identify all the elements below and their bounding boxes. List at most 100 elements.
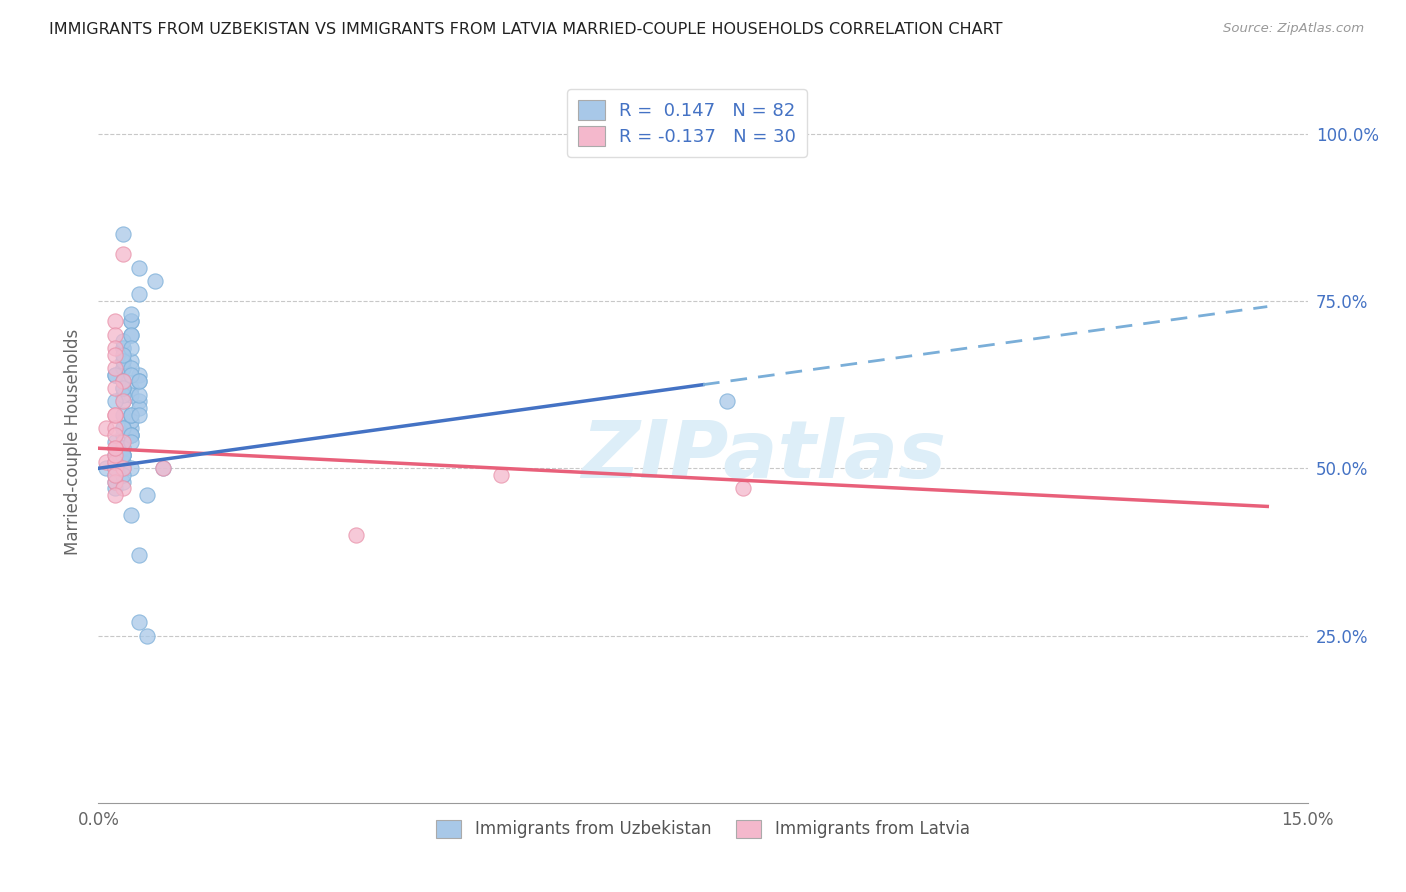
- Point: [135, 628, 157, 642]
- Point: [128, 408, 150, 422]
- Point: [103, 368, 125, 382]
- Text: ZIPatlas: ZIPatlas: [581, 417, 946, 495]
- Point: [120, 354, 142, 368]
- Point: [103, 427, 125, 442]
- Point: [111, 461, 134, 475]
- Point: [111, 455, 134, 469]
- Point: [111, 461, 134, 475]
- Point: [103, 448, 125, 462]
- Point: [111, 375, 134, 389]
- Point: [111, 387, 134, 401]
- Point: [120, 314, 142, 328]
- Point: [111, 341, 134, 355]
- Point: [491, 467, 513, 482]
- Point: [103, 455, 125, 469]
- Point: [96, 421, 118, 435]
- Point: [111, 408, 134, 422]
- Point: [120, 508, 142, 523]
- Point: [111, 421, 134, 435]
- Point: [111, 247, 134, 261]
- Point: [96, 455, 118, 469]
- Point: [111, 448, 134, 462]
- Point: [111, 394, 134, 409]
- Point: [111, 448, 134, 462]
- Point: [120, 314, 142, 328]
- Point: [111, 448, 134, 462]
- Point: [733, 482, 755, 496]
- Point: [120, 327, 142, 342]
- Point: [103, 314, 125, 328]
- Point: [111, 361, 134, 376]
- Point: [103, 467, 125, 482]
- Point: [120, 368, 142, 382]
- Point: [120, 434, 142, 449]
- Point: [111, 394, 134, 409]
- Point: [120, 341, 142, 355]
- Y-axis label: Married-couple Households: Married-couple Households: [63, 328, 82, 555]
- Point: [111, 375, 134, 389]
- Point: [128, 387, 150, 401]
- Point: [111, 361, 134, 376]
- Point: [111, 381, 134, 395]
- Point: [103, 467, 125, 482]
- Point: [128, 615, 150, 630]
- Point: [128, 548, 150, 563]
- Point: [120, 427, 142, 442]
- Point: [103, 421, 125, 435]
- Point: [111, 354, 134, 368]
- Point: [128, 401, 150, 416]
- Point: [103, 455, 125, 469]
- Point: [111, 381, 134, 395]
- Point: [103, 394, 125, 409]
- Point: [120, 361, 142, 376]
- Point: [120, 427, 142, 442]
- Point: [103, 461, 125, 475]
- Point: [120, 427, 142, 442]
- Point: [111, 348, 134, 362]
- Point: [128, 368, 150, 382]
- Point: [103, 455, 125, 469]
- Point: [344, 528, 367, 542]
- Point: [103, 381, 125, 395]
- Point: [111, 427, 134, 442]
- Point: [111, 421, 134, 435]
- Point: [120, 381, 142, 395]
- Point: [111, 442, 134, 455]
- Point: [152, 461, 174, 475]
- Text: IMMIGRANTS FROM UZBEKISTAN VS IMMIGRANTS FROM LATVIA MARRIED-COUPLE HOUSEHOLDS C: IMMIGRANTS FROM UZBEKISTAN VS IMMIGRANTS…: [49, 22, 1002, 37]
- Point: [120, 461, 142, 475]
- Point: [103, 475, 125, 489]
- Point: [103, 448, 125, 462]
- Point: [103, 461, 125, 475]
- Point: [111, 467, 134, 482]
- Point: [128, 394, 150, 409]
- Point: [111, 442, 134, 455]
- Legend: Immigrants from Uzbekistan, Immigrants from Latvia: Immigrants from Uzbekistan, Immigrants f…: [430, 813, 976, 845]
- Point: [111, 375, 134, 389]
- Point: [128, 287, 150, 301]
- Point: [111, 448, 134, 462]
- Point: [120, 421, 142, 435]
- Point: [103, 408, 125, 422]
- Point: [103, 461, 125, 475]
- Point: [103, 348, 125, 362]
- Point: [111, 354, 134, 368]
- Point: [128, 375, 150, 389]
- Point: [120, 414, 142, 429]
- Point: [120, 307, 142, 322]
- Point: [111, 482, 134, 496]
- Point: [111, 341, 134, 355]
- Point: [135, 488, 157, 502]
- Point: [128, 375, 150, 389]
- Point: [103, 482, 125, 496]
- Point: [103, 341, 125, 355]
- Point: [111, 461, 134, 475]
- Point: [143, 274, 166, 288]
- Point: [103, 488, 125, 502]
- Point: [111, 334, 134, 349]
- Point: [103, 361, 125, 376]
- Point: [103, 442, 125, 455]
- Point: [111, 461, 134, 475]
- Point: [111, 434, 134, 449]
- Point: [120, 408, 142, 422]
